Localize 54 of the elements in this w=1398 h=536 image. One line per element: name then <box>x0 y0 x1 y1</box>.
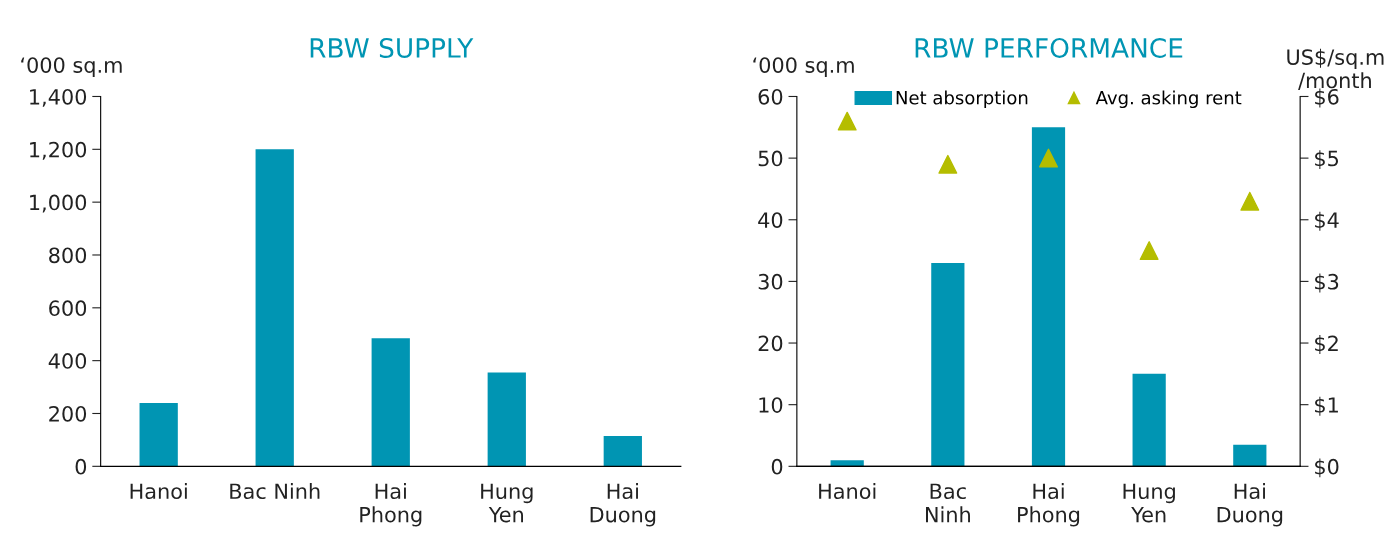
x-tick-label: Hai Phong <box>360 482 422 527</box>
y-tick-label: 800 <box>49 247 87 264</box>
x-tick-label: Hanoi <box>819 482 876 500</box>
chart-title: RBW SUPPLY <box>310 38 474 58</box>
bar <box>931 262 965 467</box>
y-tick-label: 60 <box>758 88 783 105</box>
bar <box>1233 444 1267 467</box>
y2-tick-label: $4 <box>1315 211 1339 231</box>
y2-tick-label: $2 <box>1315 335 1338 355</box>
y-tick-label: 600 <box>49 300 87 317</box>
legend-label: Avg. asking rent <box>1095 90 1242 109</box>
y-tick-label: 0 <box>771 458 783 475</box>
y-tick-label: 40 <box>758 212 783 228</box>
y2-tick-label: $1 <box>1315 396 1338 416</box>
point <box>837 111 857 131</box>
y-tick-label: 20 <box>758 335 783 352</box>
x-tick-label: Bac Ninh <box>230 482 320 500</box>
y2-tick-label: $3 <box>1315 273 1339 293</box>
y-tick-label: 200 <box>49 405 87 422</box>
y-tick-label: 0 <box>75 458 87 475</box>
bar <box>487 372 526 467</box>
y2-axis-title: US$/sq.m /month <box>1287 48 1384 90</box>
bar <box>603 435 642 467</box>
y-tick-label: 10 <box>759 397 783 413</box>
bar <box>830 460 864 467</box>
bar <box>255 149 294 467</box>
bar <box>139 402 178 467</box>
legend-label: Net absorption <box>896 90 1028 109</box>
x-tick-label: Hai Duong <box>1217 482 1283 527</box>
point <box>1139 241 1159 261</box>
x-tick-label: Hai Phong <box>1018 482 1080 527</box>
point <box>1240 191 1260 211</box>
y2-tick-label: $6 <box>1315 88 1339 108</box>
x-tick-label: Bac Ninh <box>926 483 970 523</box>
x-tick-label: Hai Duong <box>590 482 656 527</box>
y2-tick-label: $0 <box>1315 458 1339 478</box>
y-axis-title: ‘000 sq.m <box>753 57 854 77</box>
bar <box>1132 373 1166 467</box>
bar <box>1031 127 1066 467</box>
y-tick-label: 1,200 <box>30 141 87 160</box>
bar <box>371 338 410 467</box>
y2-tick-label: $5 <box>1315 150 1339 170</box>
point <box>938 154 958 174</box>
chart-title: RBW PERFORMANCE <box>915 38 1183 58</box>
y-tick-label: 1,400 <box>30 88 87 107</box>
point <box>1039 148 1058 168</box>
x-tick-label: Hanoi <box>130 482 187 500</box>
y-axis-title: ‘000 sq.m <box>21 57 122 77</box>
y-tick-label: 400 <box>48 353 87 369</box>
y-tick-label: 30 <box>758 273 783 290</box>
y-tick-label: 50 <box>758 150 783 167</box>
x-tick-label: Hung Yen <box>1123 483 1175 523</box>
y-tick-label: 1,000 <box>30 194 87 213</box>
x-tick-label: Hung Yen <box>481 483 533 523</box>
